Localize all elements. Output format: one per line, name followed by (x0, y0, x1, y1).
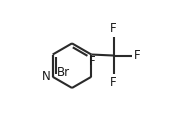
Text: Br: Br (57, 66, 70, 79)
Text: F: F (134, 49, 140, 62)
Text: F: F (110, 22, 117, 35)
Text: N: N (41, 70, 50, 83)
Text: F: F (110, 76, 117, 89)
Text: F: F (89, 55, 96, 68)
